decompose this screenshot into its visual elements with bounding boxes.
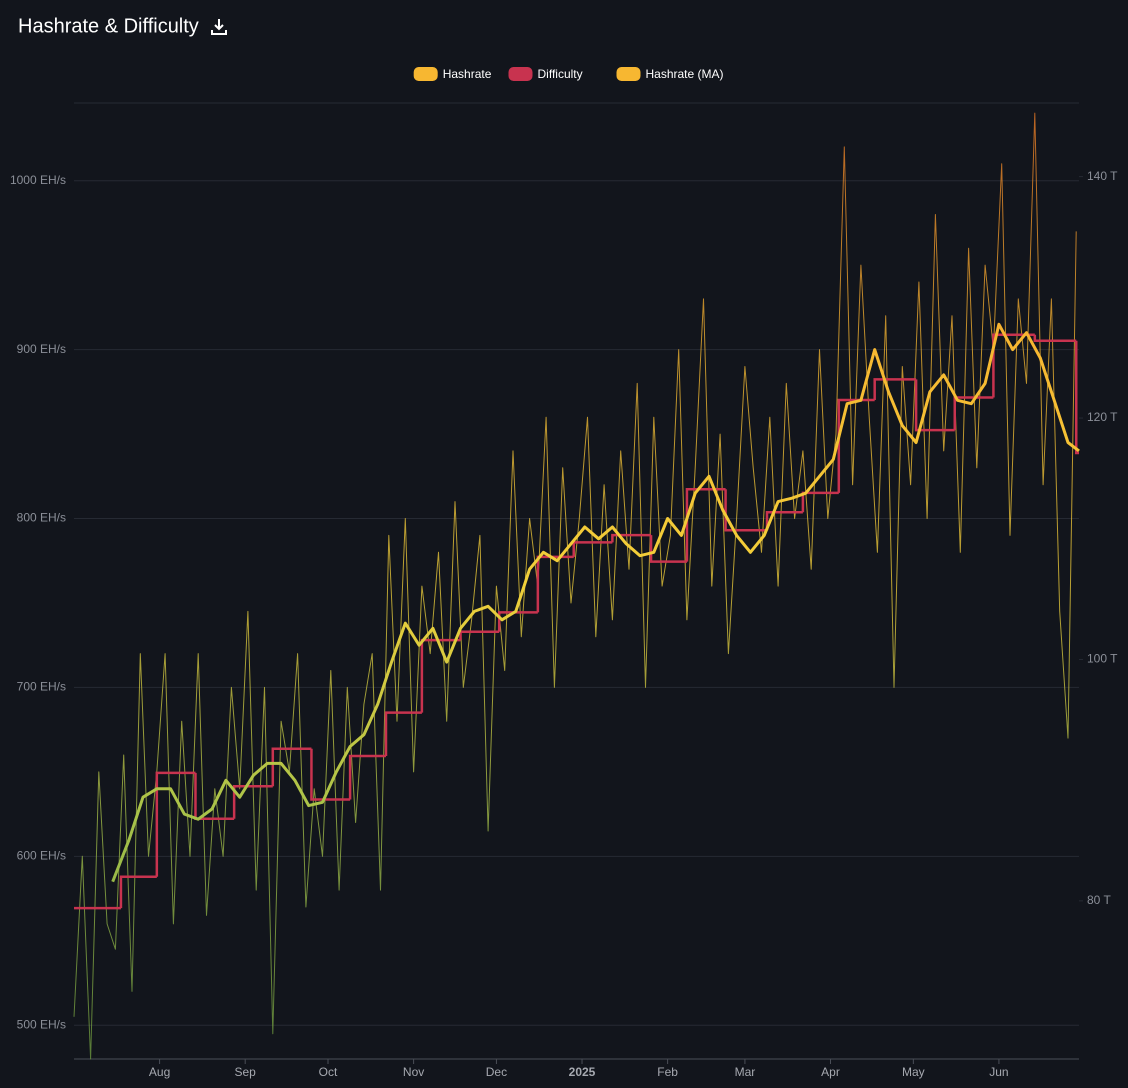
x-tick-label: Mar [735,1065,756,1079]
y2-tick-label: 100 T [1087,652,1118,666]
x-tick-label: Apr [821,1065,840,1079]
y-tick-label: 700 EH/s [17,680,66,694]
difficulty-step [914,379,955,432]
chart-title: Hashrate & Difficulty [18,15,199,37]
difficulty-step [1033,334,1077,343]
y-tick-label: 600 EH/s [17,848,66,862]
y-tick-label: 500 EH/s [17,1017,66,1031]
y-tick-label: 900 EH/s [17,342,66,356]
x-tick-label: May [902,1065,925,1079]
x-tick-label: Aug [149,1065,170,1079]
difficulty-step [232,784,273,819]
difficulty-step [271,747,312,787]
difficulty-step [1074,340,1079,455]
difficulty-step [384,711,422,757]
difficulty-step [155,771,196,877]
legend-swatch [413,67,438,81]
difficulty-step [765,510,803,531]
x-tick-label: 2025 [569,1065,596,1079]
series-line [111,322,1080,883]
y-tick-label: 800 EH/s [17,511,66,525]
difficulty-step [119,875,157,909]
y2-tick-label: 120 T [1087,410,1118,424]
y-tick-label: 1000 EH/s [10,173,66,187]
y2-tick-label: 80 T [1087,893,1111,907]
difficulty-step [873,378,917,400]
download-button[interactable] [211,19,227,35]
x-tick-label: Dec [486,1065,507,1079]
x-tick-label: Nov [403,1065,424,1079]
difficulty-step [992,333,1035,398]
difficulty-step [611,533,652,543]
x-tick-label: Oct [319,1065,338,1079]
legend-label: Difficulty [538,67,583,81]
legend-label: Hashrate [443,67,492,81]
difficulty-step [649,535,687,563]
legend: Hashrate Difficulty Hashrate (MA) [413,67,724,81]
difficulty-step [310,748,351,801]
legend-swatch [616,67,641,81]
difficulty-step [837,398,875,493]
difficulty-step [348,754,386,800]
x-tick-label: Feb [657,1065,678,1079]
series-line [73,112,1077,1060]
x-tick-label: Sep [235,1065,257,1079]
difficulty-step [724,489,768,532]
difficulty-step [497,611,538,632]
x-tick-label: Jun [989,1065,1008,1079]
legend-swatch [508,67,533,81]
legend-label: Hashrate (MA) [646,67,724,81]
y2-tick-label: 140 T [1087,169,1118,183]
